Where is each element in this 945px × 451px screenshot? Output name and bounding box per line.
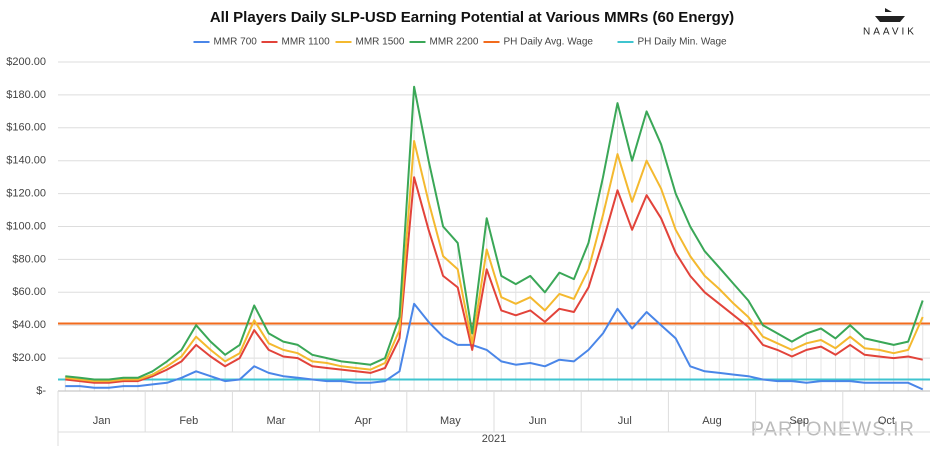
- legend-label: MMR 2200: [430, 37, 479, 48]
- y-tick-label: $-: [36, 385, 46, 397]
- y-tick-label: $100.00: [6, 220, 46, 232]
- y-tick-label: $140.00: [6, 155, 46, 167]
- y-tick-label: $40.00: [12, 319, 46, 331]
- x-tick-label: May: [440, 415, 461, 427]
- x-tick-label: Oct: [878, 415, 895, 427]
- logo-icon: [875, 8, 905, 22]
- legend-label: PH Daily Avg. Wage: [504, 37, 594, 48]
- series-line: [65, 302, 924, 391]
- logo: NAAVIK: [863, 8, 917, 38]
- y-tick-label: $80.00: [12, 253, 46, 265]
- chart-title: All Players Daily SLP-USD Earning Potent…: [210, 9, 734, 26]
- x-tick-label: Aug: [702, 415, 722, 427]
- y-tick-label: $200.00: [6, 56, 46, 68]
- x-tick-label: Jun: [529, 415, 547, 427]
- legend-label: PH Daily Min. Wage: [638, 37, 728, 48]
- y-tick-label: $120.00: [6, 188, 46, 200]
- series-line: [65, 85, 924, 381]
- legend-label: MMR 1500: [356, 37, 405, 48]
- legend-label: MMR 1100: [282, 37, 331, 48]
- legend-label: MMR 700: [214, 37, 258, 48]
- x-tick-label: Apr: [355, 415, 372, 427]
- series-line: [65, 176, 923, 384]
- x-tick-label: Feb: [179, 415, 198, 427]
- watermark: PARTONEWS.IR: [751, 418, 915, 440]
- x-tick-label: Sep: [789, 415, 809, 427]
- logo-text: NAAVIK: [863, 27, 917, 38]
- x-group-label: 2021: [482, 433, 506, 445]
- y-tick-label: $160.00: [6, 122, 46, 134]
- x-tick-label: Jan: [93, 415, 111, 427]
- y-tick-label: $60.00: [12, 286, 46, 298]
- y-tick-label: $20.00: [12, 352, 46, 364]
- x-tick-label: Mar: [267, 415, 286, 427]
- series-line: [65, 140, 924, 383]
- y-tick-label: $180.00: [6, 89, 46, 101]
- x-tick-label: Jul: [618, 415, 632, 427]
